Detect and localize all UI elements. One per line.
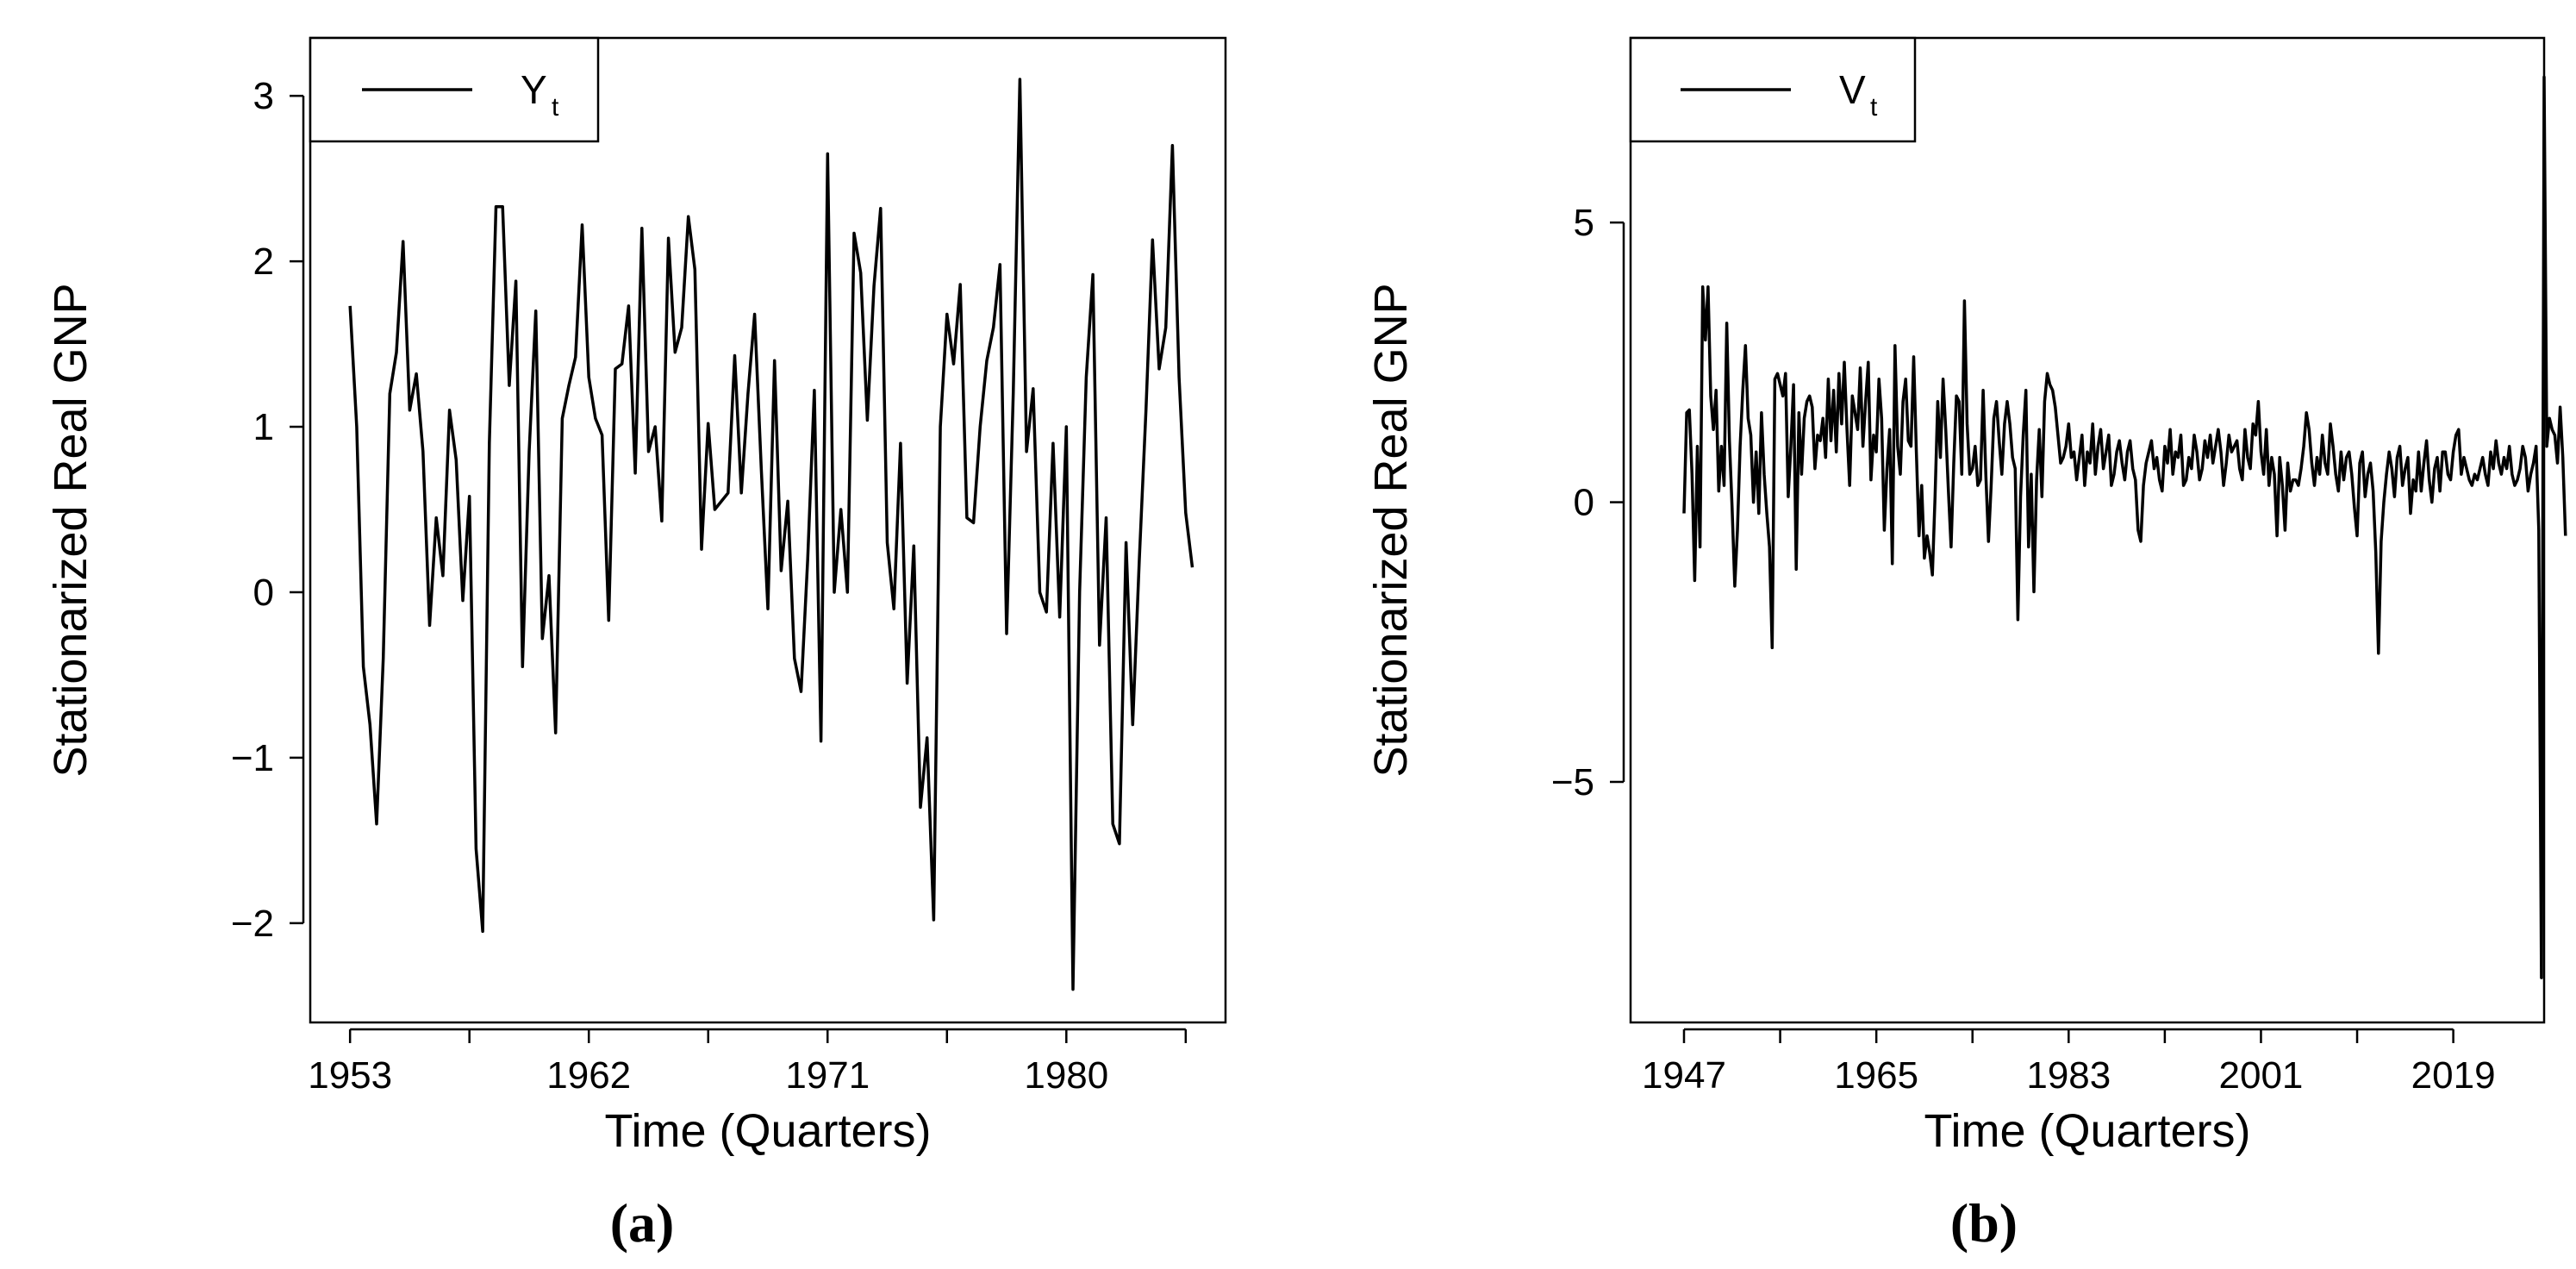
panel-b-legend-subscript: t <box>1870 93 1878 122</box>
panel-a-y-ticks: −2 −1 0 1 2 3 <box>231 75 305 945</box>
panel-b-y-tick-label: −5 <box>1551 761 1594 803</box>
panel-b-y-tick-label: 0 <box>1574 482 1594 524</box>
panel-a: 1953 1962 1971 1980 −2 −1 0 1 2 3 Y t Time (Quar… <box>45 36 1227 1253</box>
panel-a-legend: Y t <box>309 36 600 143</box>
panel-b-legend: V t <box>1629 36 1917 143</box>
panel-a-y-tick-label: −1 <box>231 737 274 779</box>
panel-a-x-tick-label: 1962 <box>546 1054 631 1097</box>
panel-b: 1947 1965 1983 2001 2019 −5 0 5 V t Time (Quar… <box>1365 36 2567 1253</box>
panel-a-y-tick-label: 1 <box>253 406 274 448</box>
panel-b-x-ticks: 1947 1965 1983 2001 2019 <box>1642 1028 2496 1097</box>
panel-b-legend-symbol: V <box>1839 67 1866 112</box>
panel-b-x-tick-label: 1947 <box>1642 1054 1726 1097</box>
panel-b-y-axis-label: Stationarized Real GNP <box>1365 283 1417 777</box>
panel-a-x-axis-label: Time (Quarters) <box>604 1105 931 1157</box>
panel-a-y-tick-label: 0 <box>253 572 274 614</box>
panel-a-plot-frame <box>309 36 1227 1024</box>
panel-a-y-tick-label: 2 <box>253 241 274 283</box>
panel-b-label: (b) <box>1950 1192 2018 1253</box>
panel-a-x-ticks: 1953 1962 1971 1980 <box>308 1028 1188 1097</box>
panel-a-y-tick-label: 3 <box>253 75 274 117</box>
panel-b-x-tick-label: 1965 <box>1834 1054 1918 1097</box>
panel-a-y-tick-label: −2 <box>231 903 274 945</box>
panel-b-y-tick-label: 5 <box>1574 202 1594 244</box>
panel-a-x-tick-label: 1971 <box>785 1054 870 1097</box>
panel-a-x-tick-label: 1980 <box>1024 1054 1108 1097</box>
panel-a-y-axis-label: Stationarized Real GNP <box>45 283 97 777</box>
panel-b-series-line-vt <box>1682 75 2567 979</box>
panel-b-x-tick-label: 2019 <box>2411 1054 2496 1097</box>
panel-b-x-tick-label: 1983 <box>2026 1054 2111 1097</box>
panel-b-x-tick-label: 2001 <box>2219 1054 2304 1097</box>
panel-b-y-ticks: −5 0 5 <box>1551 202 1625 803</box>
panel-a-x-tick-label: 1953 <box>308 1054 392 1097</box>
panel-a-legend-symbol: Y <box>521 67 547 112</box>
panel-b-x-axis-label: Time (Quarters) <box>1924 1105 2250 1157</box>
panel-a-legend-subscript: t <box>552 93 559 122</box>
panel-a-label: (a) <box>610 1192 675 1253</box>
panel-a-series-line-yt <box>348 78 1194 991</box>
